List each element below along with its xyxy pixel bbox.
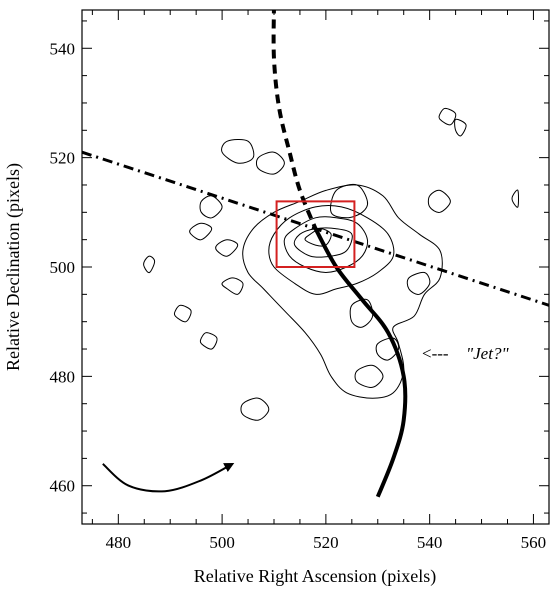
contour-ring-4 <box>293 227 353 258</box>
contour-west-blob-1 <box>189 222 213 241</box>
curve-solid-trajectory <box>313 227 408 498</box>
contour-nw-blob-2 <box>255 151 285 175</box>
x-tick-label: 540 <box>417 533 443 552</box>
annotation-dash: <--- <box>422 344 449 363</box>
contour-nw-blob-3 <box>199 195 223 219</box>
curve-dashed-trajectory <box>271 10 318 230</box>
y-tick-label: 540 <box>50 39 76 58</box>
contour-upper-clump <box>330 183 369 219</box>
x-tick-label: 480 <box>106 533 132 552</box>
region-box <box>275 200 356 268</box>
contour-jet-clump-1 <box>349 298 374 328</box>
contour-far-east-knot <box>511 189 519 208</box>
y-tick-label: 520 <box>50 149 76 168</box>
x-tick-label: 520 <box>313 533 339 552</box>
tick-layer: 480 500 520 540 560 460 480 500 520 540 <box>50 10 549 552</box>
contour-west-blob-2 <box>215 239 239 257</box>
contour-sw-blob-1 <box>173 304 192 323</box>
contour-ring-3 <box>283 216 369 274</box>
contour-outer-envelope <box>242 184 443 399</box>
y-axis-title: Relative Declination (pixels) <box>3 163 24 371</box>
contour-layer <box>143 107 519 421</box>
contour-ne-knot-2 <box>454 118 467 137</box>
contour-right-knot-1 <box>406 271 431 295</box>
contour-ring-2 <box>268 204 395 295</box>
curve-layer <box>82 10 549 498</box>
x-tick-label: 500 <box>209 533 235 552</box>
contour-south-blob <box>240 397 270 421</box>
contour-ne-knot <box>438 107 457 126</box>
contour-west-blob-4 <box>221 277 244 295</box>
curve-dash-dot-axis <box>82 150 549 307</box>
curve-rotation-arrow <box>102 462 235 493</box>
contour-jet-clump-3 <box>354 364 384 388</box>
y-tick-label: 480 <box>50 367 76 386</box>
annotation-jet: "Jet?" <box>466 344 509 363</box>
contour-nw-blob-1 <box>221 139 255 164</box>
contour-west-blob-3 <box>143 255 156 274</box>
contour-right-knot-2 <box>427 189 451 213</box>
y-tick-label: 460 <box>50 477 76 496</box>
contour-sw-blob-2 <box>199 332 218 350</box>
y-tick-label: 500 <box>50 258 76 277</box>
contour-jet-clump-2 <box>375 337 400 361</box>
contour-core <box>304 228 332 247</box>
x-axis-title: Relative Right Ascension (pixels) <box>194 566 436 587</box>
x-tick-label: 560 <box>521 533 547 552</box>
